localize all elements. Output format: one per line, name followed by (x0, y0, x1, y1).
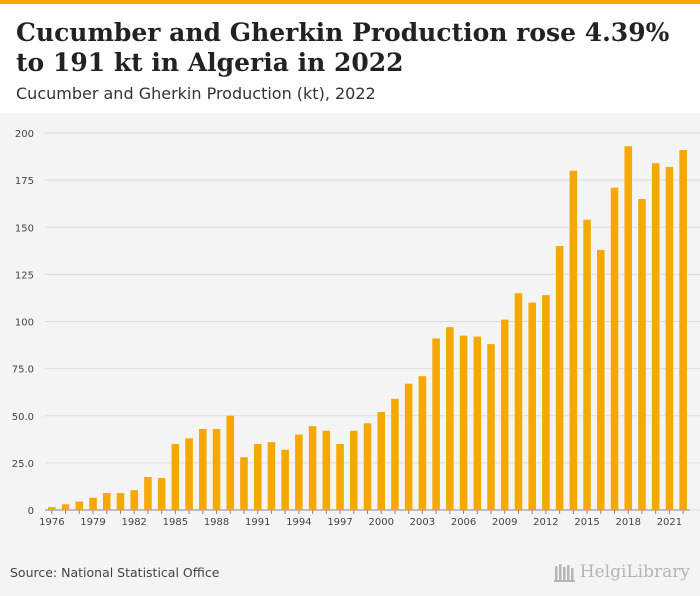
x-tick-label: 2021 (657, 517, 682, 528)
bar (487, 344, 495, 510)
bar (624, 146, 633, 510)
header: Cucumber and Gherkin Production rose 4.3… (0, 4, 700, 113)
y-tick-label: 75.0 (12, 365, 34, 376)
bar (500, 319, 509, 510)
bar (75, 501, 84, 510)
x-tick-label: 2015 (574, 517, 599, 528)
x-tick-label: 2009 (492, 517, 517, 528)
bar (185, 438, 193, 510)
x-tick-label: 2000 (368, 517, 393, 528)
y-tick-label: 0 (28, 506, 34, 517)
bar (322, 430, 331, 510)
footer: Source: National Statistical Office Helg… (0, 548, 700, 596)
y-tick-label: 175 (15, 176, 34, 187)
page-title: Cucumber and Gherkin Production rose 4.3… (16, 18, 670, 77)
bar (253, 444, 262, 510)
bar (144, 477, 152, 510)
bar (212, 428, 221, 510)
bar (597, 249, 605, 510)
helgi-library-logo: HelgiLibrary (553, 558, 690, 586)
bar (295, 434, 303, 510)
source-note: Source: National Statistical Office (10, 565, 220, 580)
bar-chart: 0 25.0 50.0 75.0 100 125 150 175 200 1976 1979 1982… (12, 129, 700, 528)
x-tick-label: 2006 (451, 517, 476, 528)
bar (459, 335, 468, 510)
x-tick-label: 1976 (39, 517, 64, 528)
bar (528, 302, 536, 510)
bar (267, 442, 276, 510)
x-tick-label: 2012 (533, 517, 558, 528)
x-tick-label: 1988 (204, 517, 229, 528)
bar (583, 219, 591, 510)
bar (418, 376, 427, 510)
bar (48, 507, 56, 510)
logo-text: HelgiLibrary (579, 562, 690, 582)
x-tick-label: 2003 (410, 517, 435, 528)
bar (116, 493, 125, 510)
bar (679, 149, 687, 510)
bar (102, 493, 111, 510)
bar (226, 415, 235, 510)
bar (350, 430, 358, 510)
x-tick-label: 1982 (121, 517, 146, 528)
bar (199, 428, 207, 510)
bar (171, 444, 180, 510)
bar (391, 398, 399, 510)
bar (363, 423, 372, 510)
bar (432, 338, 440, 510)
y-tick-label: 125 (15, 270, 34, 281)
bar (89, 497, 97, 510)
bar (610, 187, 619, 510)
library-building-icon (553, 564, 575, 582)
y-tick-label: 100 (15, 318, 34, 329)
bar (665, 166, 674, 510)
bar (240, 457, 248, 510)
x-tick-label: 2018 (616, 517, 641, 528)
x-tick-label: 1991 (245, 517, 270, 528)
bar (61, 504, 70, 510)
chart-subtitle: Cucumber and Gherkin Production (kt), 20… (16, 84, 376, 103)
x-tick-label: 1994 (286, 517, 311, 528)
bar (514, 293, 523, 510)
bar (336, 444, 344, 510)
bar (542, 295, 550, 510)
bar (377, 411, 385, 510)
bar (281, 449, 289, 510)
y-tick-label: 200 (15, 129, 34, 140)
x-tick-label: 1979 (80, 517, 105, 528)
bar (473, 336, 482, 510)
bar (130, 490, 138, 510)
x-tick-label: 1985 (163, 517, 188, 528)
y-tick-label: 150 (15, 223, 34, 234)
y-tick-label: 25.0 (12, 459, 34, 470)
bar (651, 163, 660, 510)
bar (555, 246, 564, 510)
bar (404, 383, 413, 510)
y-tick-label: 50.0 (12, 412, 34, 423)
x-tick-label: 1997 (327, 517, 352, 528)
bar (569, 170, 578, 510)
bar (308, 426, 317, 510)
top-accent-bar (0, 0, 700, 4)
bar (638, 198, 646, 510)
bar (446, 327, 454, 510)
bar (157, 477, 166, 510)
